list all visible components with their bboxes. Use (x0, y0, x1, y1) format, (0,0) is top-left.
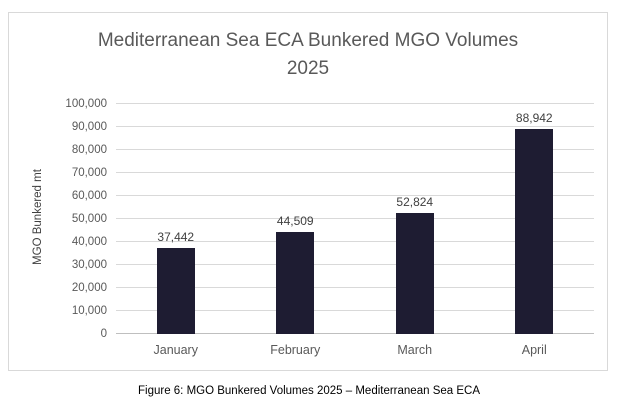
y-tick-label: 60,000 (71, 190, 107, 202)
x-axis-categories: January February March April (116, 343, 594, 357)
x-category-label: January (153, 343, 198, 357)
gridline (116, 310, 594, 311)
gridline (116, 241, 594, 242)
bar-column: 88,942 (475, 104, 595, 334)
bar-value-label: 88,942 (515, 111, 553, 126)
y-tick-label: 100,000 (65, 98, 107, 110)
bar-march (395, 212, 434, 334)
chart-title: Mediterranean Sea ECA Bunkered MGO Volum… (9, 27, 607, 83)
y-tick-label: 10,000 (71, 305, 107, 317)
x-category-label: February (270, 343, 321, 357)
bar-column: 52,824 (355, 104, 475, 334)
figure-caption: Figure 6: MGO Bunkered Volumes 2025 – Me… (138, 385, 480, 397)
y-tick-label: 0 (100, 328, 107, 340)
y-tick-label: 30,000 (71, 259, 107, 271)
gridline (116, 218, 594, 219)
gridline (116, 172, 594, 173)
y-tick-label: 80,000 (71, 144, 107, 156)
x-category-label: March (397, 343, 433, 357)
gridline (116, 126, 594, 127)
x-category-label: April (521, 343, 547, 357)
bar-april (515, 129, 554, 334)
plot-area: 37,442 44,509 52,824 88,942 (116, 103, 594, 334)
bar-column: 44,509 (236, 104, 356, 334)
bar-columns: 37,442 44,509 52,824 88,942 (116, 104, 594, 334)
gridline (116, 264, 594, 265)
gridline (116, 287, 594, 288)
y-tick-label: 40,000 (71, 236, 107, 248)
bar-value-label: 52,824 (396, 194, 434, 209)
bar-january (156, 247, 195, 334)
y-tick-label: 20,000 (71, 282, 107, 294)
x-axis-line (116, 333, 594, 334)
y-tick-label: 70,000 (71, 167, 107, 179)
y-axis-ticks: 0 10,000 20,000 30,000 40,000 50,000 60,000 70,… (9, 98, 107, 340)
bar-value-label: 37,442 (157, 229, 195, 244)
gridline (116, 103, 594, 104)
chart-frame: Mediterranean Sea ECA Bunkered MGO Volum… (8, 12, 608, 371)
bar-value-label: 44,509 (276, 213, 314, 228)
y-tick-label: 90,000 (71, 121, 107, 133)
chart-title-line2: 2025 (286, 58, 330, 79)
y-tick-label: 50,000 (71, 213, 107, 225)
bar-column: 37,442 (116, 104, 236, 334)
gridline (116, 195, 594, 196)
chart-title-line1: Mediterranean Sea ECA Bunkered MGO Volum… (97, 30, 519, 51)
bar-february (276, 231, 315, 334)
gridline (116, 149, 594, 150)
